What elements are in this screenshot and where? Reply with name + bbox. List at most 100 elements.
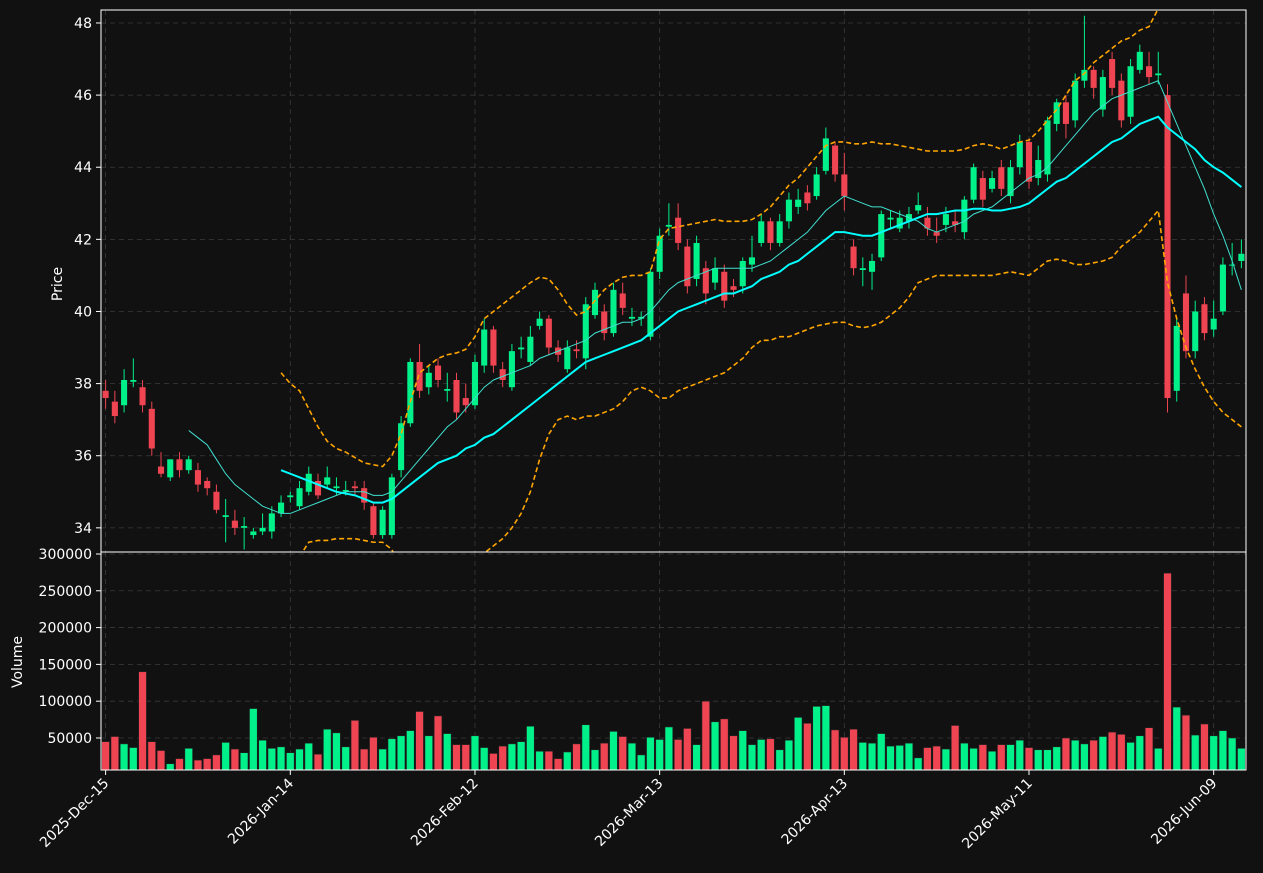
volume-bar [729, 735, 738, 770]
volume-bar [775, 749, 784, 770]
volume-bar [119, 743, 129, 770]
volume-bar [147, 741, 156, 770]
volume-bar [304, 742, 313, 770]
candle-body [582, 304, 589, 359]
candle-body [388, 477, 395, 536]
volume-bar [424, 735, 433, 770]
candle-body [822, 138, 829, 171]
candle-body [1081, 69, 1088, 81]
y-tick-label: 34 [74, 521, 92, 537]
candle-body [1201, 304, 1208, 334]
candle-body [176, 459, 183, 471]
candle-body [684, 246, 691, 287]
volume-bar [1061, 737, 1071, 770]
volume-bar [544, 750, 554, 770]
volume-bar [655, 739, 664, 770]
volume-bar [886, 745, 895, 770]
candle-body [121, 379, 128, 406]
candle-body [656, 235, 663, 272]
volume-bar [618, 736, 627, 770]
candle-body [841, 174, 848, 197]
volume-bar [452, 744, 461, 770]
volume-bar [1024, 747, 1034, 770]
y-tick-label: 38 [74, 377, 92, 393]
candle-body [758, 221, 765, 243]
candle-body [878, 214, 885, 258]
volume-bar [461, 744, 470, 770]
overlay-line [188, 80, 1242, 514]
candle-body [591, 289, 599, 316]
candle-body [518, 347, 525, 350]
volume-bar [1237, 747, 1246, 770]
volume-bar [1191, 734, 1200, 770]
volume-bar [507, 743, 517, 770]
candle-body [785, 199, 792, 222]
volume-panel [101, 552, 1246, 770]
volume-bar [830, 729, 840, 770]
y-tick-label: 36 [74, 449, 92, 465]
volume-bar [673, 739, 683, 770]
candle-body [989, 178, 996, 189]
candle-body [887, 217, 894, 220]
candle-body [102, 390, 109, 399]
volume-bar [960, 742, 969, 770]
volume-bar [378, 748, 387, 770]
candle-body [628, 316, 635, 319]
volume-bar [138, 671, 147, 770]
candle-body [314, 480, 322, 496]
candle-body [896, 217, 903, 229]
price-panel [101, 10, 1246, 552]
candle-body [231, 520, 238, 528]
candle-body [361, 488, 368, 503]
volume-bar [156, 750, 166, 770]
candle-body [979, 178, 986, 200]
overlay-line [280, 115, 1242, 504]
volume-bar [396, 735, 406, 770]
candle-body [1025, 141, 1033, 182]
volume-bar [710, 721, 720, 770]
candle-body [148, 408, 155, 449]
volume-bar [1200, 723, 1209, 770]
candle-body [712, 268, 719, 283]
candle-body [471, 361, 479, 406]
candle-body [324, 477, 331, 485]
volume-bar [1154, 747, 1163, 770]
volume-bar [950, 725, 960, 770]
candle-body [933, 232, 940, 236]
y-tick-label: 50000 [47, 731, 92, 747]
volume-bar [1052, 746, 1061, 770]
volume-bar [184, 747, 193, 770]
volume-bar [683, 728, 692, 770]
candle-body [748, 257, 756, 265]
volume-bar [516, 741, 526, 770]
volume-bar [757, 739, 766, 770]
candle-body [619, 293, 626, 308]
candle-body [998, 167, 1005, 189]
volume-axis-label: Volume [10, 636, 26, 688]
y-tick-label: 44 [74, 160, 92, 176]
volume-bar [867, 742, 877, 770]
volume-bar [406, 730, 415, 770]
volume-frame [100, 551, 1247, 771]
volume-bar [212, 754, 221, 770]
volume-bar [793, 717, 803, 770]
candle-body [1182, 293, 1190, 352]
volume-bar [904, 742, 914, 770]
volume-bar [969, 747, 978, 770]
candle-body [693, 242, 700, 280]
volume-bar [932, 745, 941, 770]
candle-body [333, 486, 340, 489]
volume-bar [747, 744, 757, 770]
volume-bar [369, 736, 378, 770]
y-tick-label: 46 [74, 88, 92, 104]
candle-body [915, 205, 922, 211]
volume-bar [784, 739, 794, 770]
y-tick-label: 48 [74, 16, 92, 32]
volume-bar [646, 736, 655, 770]
volume-bar [526, 725, 535, 770]
volume-bar [1163, 572, 1172, 770]
candle-body [434, 365, 442, 380]
volume-bar [563, 751, 572, 770]
